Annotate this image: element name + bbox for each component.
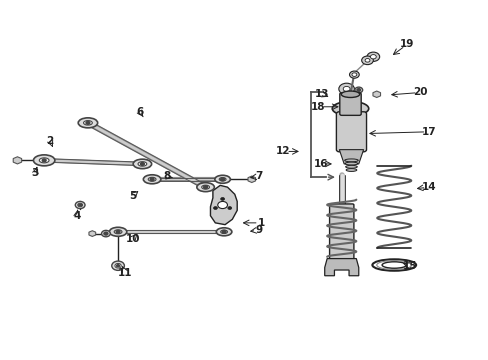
- Text: 19: 19: [399, 39, 414, 49]
- Text: 18: 18: [310, 102, 325, 112]
- Circle shape: [361, 56, 372, 64]
- Circle shape: [220, 198, 224, 201]
- Circle shape: [116, 230, 120, 233]
- Circle shape: [366, 52, 379, 62]
- Ellipse shape: [376, 261, 411, 270]
- Ellipse shape: [143, 175, 161, 184]
- Ellipse shape: [216, 228, 231, 236]
- Ellipse shape: [33, 155, 55, 166]
- Ellipse shape: [219, 177, 225, 181]
- Text: 13: 13: [314, 89, 329, 99]
- Circle shape: [338, 83, 354, 95]
- Ellipse shape: [148, 177, 156, 181]
- Text: 12: 12: [276, 147, 290, 157]
- Polygon shape: [247, 176, 255, 183]
- Ellipse shape: [114, 230, 122, 234]
- Ellipse shape: [201, 185, 209, 189]
- Circle shape: [140, 162, 144, 165]
- Ellipse shape: [381, 262, 406, 268]
- Text: 7: 7: [255, 171, 262, 181]
- Circle shape: [370, 55, 375, 59]
- FancyBboxPatch shape: [339, 93, 361, 115]
- Polygon shape: [372, 91, 380, 98]
- Circle shape: [86, 121, 90, 124]
- Circle shape: [150, 178, 154, 181]
- Circle shape: [79, 204, 81, 206]
- Circle shape: [365, 59, 369, 62]
- Circle shape: [222, 230, 225, 233]
- Circle shape: [42, 159, 46, 162]
- Ellipse shape: [220, 230, 227, 234]
- Ellipse shape: [345, 165, 357, 168]
- Circle shape: [354, 87, 362, 93]
- Text: 3: 3: [32, 168, 39, 178]
- Text: 11: 11: [118, 268, 132, 278]
- Circle shape: [227, 207, 231, 210]
- Circle shape: [75, 202, 85, 208]
- Text: 20: 20: [412, 87, 427, 98]
- Polygon shape: [339, 150, 363, 164]
- Circle shape: [213, 207, 217, 210]
- Ellipse shape: [345, 162, 357, 165]
- Ellipse shape: [138, 162, 146, 166]
- Ellipse shape: [372, 259, 415, 271]
- Ellipse shape: [78, 118, 98, 128]
- Circle shape: [112, 261, 124, 270]
- Ellipse shape: [39, 158, 49, 163]
- Text: 6: 6: [136, 107, 143, 117]
- Polygon shape: [324, 258, 358, 276]
- Circle shape: [103, 232, 108, 235]
- FancyBboxPatch shape: [336, 112, 366, 152]
- Ellipse shape: [331, 102, 368, 116]
- Text: 14: 14: [421, 182, 436, 192]
- Ellipse shape: [344, 159, 358, 162]
- Circle shape: [349, 71, 359, 78]
- Polygon shape: [13, 157, 21, 164]
- Circle shape: [343, 86, 349, 91]
- Text: 16: 16: [313, 159, 328, 169]
- Text: 1: 1: [257, 218, 264, 228]
- Circle shape: [220, 178, 224, 181]
- Text: 10: 10: [125, 234, 140, 244]
- Ellipse shape: [133, 159, 151, 169]
- Circle shape: [357, 89, 360, 91]
- Circle shape: [104, 233, 107, 235]
- Polygon shape: [89, 231, 96, 237]
- Circle shape: [203, 186, 207, 189]
- FancyBboxPatch shape: [329, 204, 353, 260]
- Circle shape: [217, 202, 227, 208]
- Circle shape: [356, 89, 360, 91]
- Ellipse shape: [214, 175, 230, 183]
- Text: 9: 9: [255, 225, 262, 235]
- Circle shape: [116, 265, 119, 267]
- Polygon shape: [210, 185, 237, 225]
- Circle shape: [351, 73, 356, 76]
- Text: 5: 5: [129, 191, 136, 201]
- Circle shape: [102, 230, 110, 237]
- Ellipse shape: [197, 183, 214, 192]
- Text: 8: 8: [163, 171, 170, 181]
- Text: 17: 17: [421, 127, 436, 137]
- Text: 15: 15: [402, 261, 416, 271]
- Text: 2: 2: [46, 136, 54, 146]
- Circle shape: [78, 203, 82, 207]
- Ellipse shape: [83, 121, 92, 125]
- Ellipse shape: [109, 227, 126, 236]
- Ellipse shape: [341, 91, 359, 98]
- Circle shape: [115, 264, 121, 268]
- Ellipse shape: [346, 168, 356, 171]
- Text: 4: 4: [73, 211, 81, 221]
